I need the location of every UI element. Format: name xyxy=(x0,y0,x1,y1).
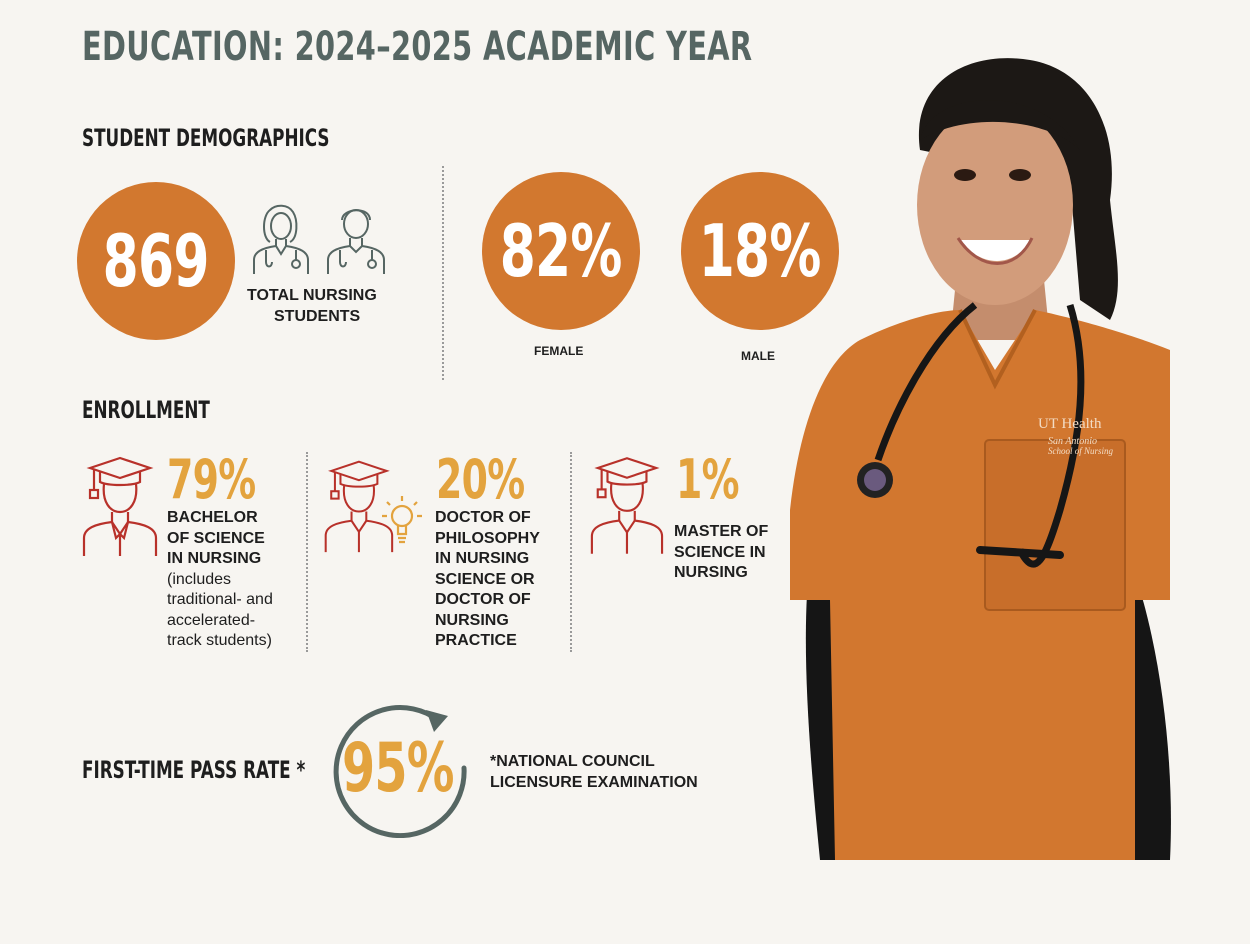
page-title: EDUCATION: 2024–2025 ACADEMIC YEAR xyxy=(82,24,753,70)
doc-line-7: PRACTICE xyxy=(435,632,517,649)
female-label: FEMALE xyxy=(534,344,584,358)
divider xyxy=(570,452,572,652)
graduate-icon xyxy=(82,456,158,556)
pass-rate-value: 95% xyxy=(342,728,455,808)
enrollment-heading: ENROLLMENT xyxy=(82,396,210,424)
circular-arrow-icon xyxy=(333,705,467,838)
female-circle: 82% xyxy=(482,172,640,330)
bsn-line-1: BACHELOR xyxy=(167,509,258,526)
msn-line-3: NURSING xyxy=(674,564,748,581)
total-students-circle: 869 xyxy=(77,182,235,340)
doc-line-3: IN NURSING xyxy=(435,550,530,567)
female-pct: 82% xyxy=(500,209,623,293)
enrollment-bsn-label: BACHELOR OF SCIENCE IN NURSING (includes… xyxy=(167,508,273,652)
bsn-note-4: track students) xyxy=(167,632,272,649)
bsn-line-3: IN NURSING xyxy=(167,550,262,567)
enrollment-msn-pct: 1% xyxy=(676,448,739,511)
doc-line-1: DOCTOR OF xyxy=(435,509,531,526)
lightbulb-icon xyxy=(382,496,422,544)
msn-line-2: SCIENCE IN xyxy=(674,543,766,561)
footnote-line-2: LICENSURE EXAMINATION xyxy=(490,774,698,791)
enrollment-msn-label: MASTER OF SCIENCE IN NURSING xyxy=(674,522,768,584)
bsn-note-2: traditional- and xyxy=(167,591,273,608)
total-label-line-2: STUDENTS xyxy=(274,308,361,325)
divider xyxy=(442,166,444,380)
graduate-icon xyxy=(590,457,664,554)
doc-line-6: NURSING xyxy=(435,611,509,629)
male-pct: 18% xyxy=(699,209,822,293)
footnote-line-1: *NATIONAL COUNCIL xyxy=(490,753,655,770)
doc-line-5: DOCTOR OF xyxy=(435,591,531,608)
male-label: MALE xyxy=(741,349,775,363)
doc-line-4: SCIENCE OR xyxy=(435,570,535,588)
logo-text: School of Nursing xyxy=(1048,446,1114,456)
msn-line-1: MASTER OF xyxy=(674,523,769,540)
pass-rate-footnote: *NATIONAL COUNCIL LICENSURE EXAMINATION xyxy=(490,751,698,793)
doc-line-2: PHILOSOPHY xyxy=(435,529,540,547)
pass-rate-label: FIRST-TIME PASS RATE * xyxy=(82,756,306,784)
nurse-male-icon xyxy=(327,209,385,274)
logo-text: UT Health xyxy=(1038,416,1102,432)
graduate-icon xyxy=(324,460,394,553)
bsn-line-2: OF SCIENCE xyxy=(167,529,265,547)
nurse-photo: UT Health San Antonio School of Nursing xyxy=(790,58,1171,860)
total-label-line-1: TOTAL NURSING xyxy=(247,287,377,304)
logo-text: San Antonio xyxy=(1048,436,1097,447)
nurse-female-icon xyxy=(253,204,309,274)
bsn-note-3: accelerated- xyxy=(167,611,256,629)
demographics-heading: STUDENT DEMOGRAPHICS xyxy=(82,124,330,152)
enrollment-bsn-pct: 79% xyxy=(167,448,256,511)
total-students-value: 869 xyxy=(102,219,210,303)
pass-rate-circle: 95% xyxy=(330,698,470,838)
bsn-note-1: (includes xyxy=(167,570,232,588)
male-circle: 18% xyxy=(681,172,839,330)
enrollment-doctoral-label: DOCTOR OF PHILOSOPHY IN NURSING SCIENCE … xyxy=(435,508,540,652)
enrollment-doctoral-pct: 20% xyxy=(436,448,525,511)
divider xyxy=(306,452,308,652)
total-students-label: TOTAL NURSING STUDENTS xyxy=(247,285,377,327)
